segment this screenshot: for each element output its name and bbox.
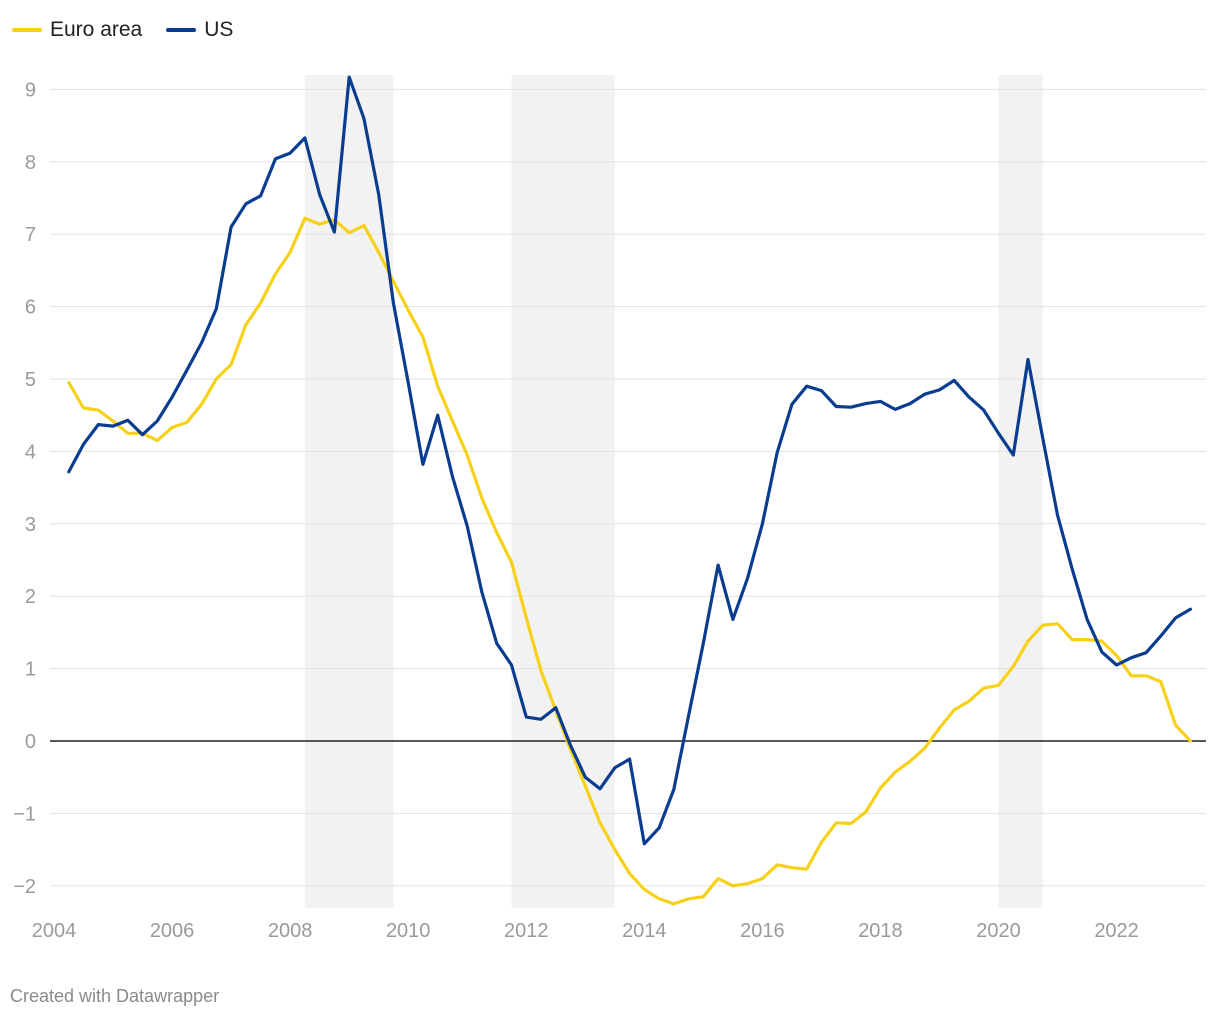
y-tick-label: 2 xyxy=(25,586,36,608)
legend-item-euro-area: Euro area xyxy=(12,18,142,42)
y-tick-label: 7 xyxy=(25,224,36,246)
x-tick-label: 2020 xyxy=(976,920,1021,942)
x-tick-label: 2014 xyxy=(622,920,667,942)
recession-band-2 xyxy=(998,74,1043,908)
x-tick-label: 2016 xyxy=(740,920,785,942)
legend-swatch-euro-area xyxy=(12,28,42,32)
y-tick-label: 9 xyxy=(25,79,36,101)
y-tick-label: 5 xyxy=(25,369,36,391)
legend-label-euro-area: Euro area xyxy=(50,18,143,41)
x-tick-label: 2012 xyxy=(504,920,549,942)
x-tick-label: 2022 xyxy=(1094,920,1139,942)
y-tick-label: −1 xyxy=(13,803,36,825)
y-tick-label: 4 xyxy=(25,441,36,463)
recession-band-0 xyxy=(304,74,394,908)
legend-swatch-us xyxy=(166,28,197,32)
datawrapper-credit: Created with Datawrapper xyxy=(10,986,220,1006)
x-tick-label: 2018 xyxy=(858,920,903,942)
y-tick-label: −2 xyxy=(13,876,36,898)
gridlines xyxy=(50,88,1206,887)
x-tick-label: 2004 xyxy=(32,920,77,942)
series-line-euro-area xyxy=(67,216,1193,906)
recession-shading xyxy=(304,74,1043,908)
legend-label-us: US xyxy=(204,18,234,41)
y-axis-ticks: −2 −1 0 1 2 3 4 5 6 7 8 9 xyxy=(13,79,36,897)
series-line-us xyxy=(67,75,1193,846)
y-tick-label: 6 xyxy=(25,297,36,319)
x-tick-label: 2006 xyxy=(150,920,195,942)
x-axis-ticks: 2004 2006 2008 2010 2012 2014 2016 2018 2020 2022 xyxy=(32,920,1139,942)
y-tick-label: 3 xyxy=(25,514,36,536)
x-tick-label: 2008 xyxy=(268,920,313,942)
legend-item-us: US xyxy=(166,18,233,42)
legend: Euro area US xyxy=(12,18,233,42)
recession-band-1 xyxy=(511,74,615,908)
series-lines xyxy=(67,75,1193,906)
x-tick-label: 2010 xyxy=(386,920,431,942)
y-tick-label: 8 xyxy=(25,152,36,174)
y-tick-label: 1 xyxy=(25,659,36,681)
y-tick-label: 0 xyxy=(25,731,36,753)
